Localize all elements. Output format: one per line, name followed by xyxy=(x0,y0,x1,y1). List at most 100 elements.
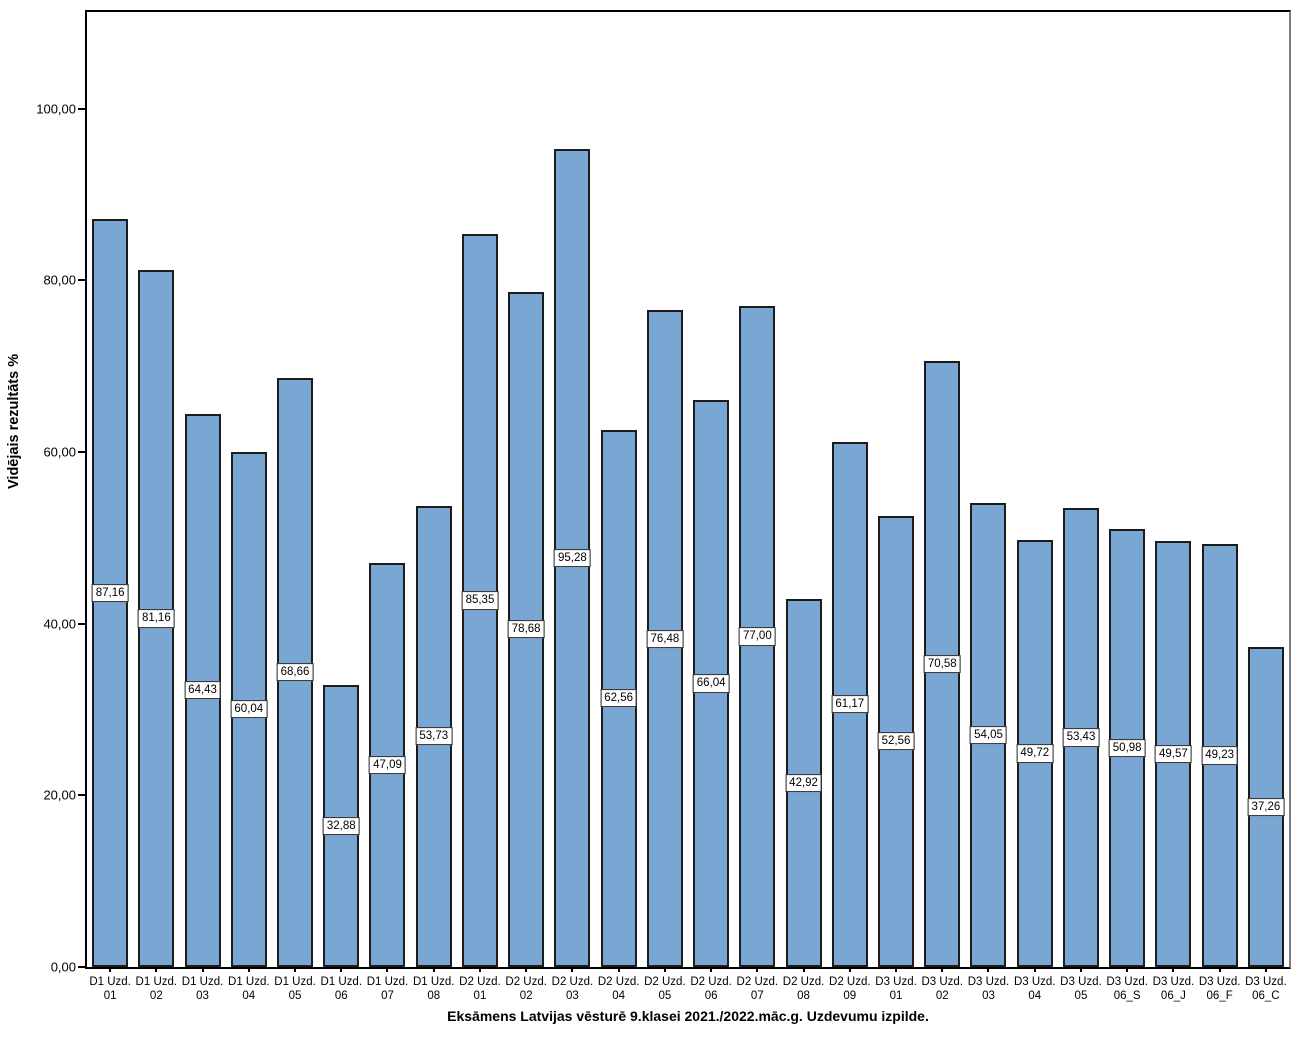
bar-value-label: 61,17 xyxy=(831,695,869,714)
bar-value-label: 54,05 xyxy=(970,725,1007,745)
x-tick-mark xyxy=(1172,967,1175,972)
bar-value-label: 64,43 xyxy=(184,681,221,700)
x-category-label-line2: 04 xyxy=(612,990,626,1003)
x-category-label-line1: D2 Uzd. xyxy=(505,976,547,988)
x-category-label-line1: D3 Uzd. xyxy=(1198,976,1241,988)
x-category-label-line2: 03 xyxy=(196,990,209,1003)
bar-value-label: 53,73 xyxy=(415,727,453,746)
x-category-label-line1: D1 Uzd. xyxy=(135,976,178,988)
x-tick-mark xyxy=(617,967,620,972)
x-category-label: D2 Uzd. 06 xyxy=(690,975,732,1004)
y-tick-label: 80,00 xyxy=(43,272,76,288)
y-tick-mark xyxy=(78,107,85,110)
bar-slot: 50,98 D3 Uzd. 06_S xyxy=(1104,12,1150,1002)
bar-slot: 70,58 D3 Uzd. 02 xyxy=(919,12,965,1002)
x-tick-mark xyxy=(1264,967,1267,972)
x-category-label-line2: 03 xyxy=(982,990,995,1003)
x-category-label: D3 Uzd. 06_J xyxy=(1153,975,1195,1004)
x-tick-mark xyxy=(247,967,250,972)
bar-value-label: 85,35 xyxy=(461,591,499,610)
bar-slot: 49,72 D3 Uzd. 04 xyxy=(1012,12,1058,1002)
bar-slot: 54,05 D3 Uzd. 03 xyxy=(965,12,1011,1002)
x-category-label-line2: 05 xyxy=(288,990,302,1003)
x-category-label: D1 Uzd. 06 xyxy=(320,975,362,1004)
x-tick-mark xyxy=(340,967,343,972)
x-category-label: D1 Uzd. 03 xyxy=(182,975,224,1004)
x-category-label: D1 Uzd. 08 xyxy=(413,975,455,1004)
bar-slot: 76,48 D2 Uzd. 05 xyxy=(642,12,688,1002)
x-category-label-line2: 08 xyxy=(797,990,810,1003)
x-category-label: D2 Uzd. 04 xyxy=(598,975,640,1004)
x-category-label: D1 Uzd. 07 xyxy=(367,975,409,1004)
y-tick-label: 40,00 xyxy=(43,616,76,632)
x-tick-mark xyxy=(478,967,481,972)
y-tick-label: 100,00 xyxy=(36,101,76,117)
bar-slot: 85,35 D2 Uzd. 01 xyxy=(457,12,503,1002)
x-tick-mark xyxy=(710,967,713,972)
bar-value-label: 52,56 xyxy=(877,732,915,751)
x-category-label-line1: D3 Uzd. xyxy=(921,976,964,988)
bar-value-label: 77,00 xyxy=(738,627,776,646)
bar-slot: 53,73 D1 Uzd. 08 xyxy=(411,12,457,1002)
bar-value-label: 49,57 xyxy=(1155,745,1192,764)
x-category-label-line2: 02 xyxy=(519,990,533,1003)
x-category-label-line1: D3 Uzd. xyxy=(1013,976,1056,988)
bar-value-label: 50,98 xyxy=(1108,739,1146,758)
bar-value-label: 66,04 xyxy=(692,674,730,693)
y-tick-mark xyxy=(78,279,85,282)
bar-slot: 61,17 D2 Uzd. 09 xyxy=(827,12,873,1002)
x-category-label-line2: 06 xyxy=(334,990,348,1003)
y-tick-mark xyxy=(78,966,85,968)
bar-value-label: 87,16 xyxy=(91,583,129,603)
x-category-label-line1: D1 Uzd. xyxy=(366,976,409,988)
x-axis-title: Eksāmens Latvijas vēsturē 9.klasei 2021.… xyxy=(447,1008,929,1024)
bar-value-label: 53,43 xyxy=(1062,728,1100,747)
x-category-label-line2: 06 xyxy=(704,990,718,1003)
y-tick-label: 20,00 xyxy=(43,787,76,803)
x-tick-mark xyxy=(848,967,851,972)
bar-slot: 87,16 D1 Uzd. 01 xyxy=(87,12,133,1002)
x-category-label-line1: D1 Uzd. xyxy=(320,976,363,988)
x-category-label-line1: D2 Uzd. xyxy=(551,976,594,988)
bar-slot: 81,16 D1 Uzd. 02 xyxy=(133,12,179,1002)
y-tick-label: 0,00 xyxy=(50,959,76,975)
x-category-label: D3 Uzd. 04 xyxy=(1014,975,1056,1004)
x-category-label-line2: 05 xyxy=(1074,990,1088,1003)
x-category-label-line1: D3 Uzd. xyxy=(967,976,1010,988)
x-tick-mark xyxy=(294,967,297,972)
bar-value-label: 70,58 xyxy=(923,654,961,674)
x-tick-mark xyxy=(941,967,944,972)
x-tick-mark xyxy=(1079,967,1082,972)
bar-value-label: 32,88 xyxy=(322,816,360,835)
bar-value-label: 42,92 xyxy=(785,773,822,792)
x-category-label: D3 Uzd. 03 xyxy=(968,975,1010,1004)
x-tick-mark xyxy=(1218,967,1221,972)
x-tick-mark xyxy=(432,967,435,972)
x-category-label-line1: D1 Uzd. xyxy=(412,976,455,988)
x-tick-mark xyxy=(987,967,990,972)
x-category-label-line1: D2 Uzd. xyxy=(690,976,732,988)
plot-area: 0,00 20,00 40,00 60,00 80,00 100,00 87,16 D1 U… xyxy=(36,10,1291,1002)
bar-slot: 53,43 D3 Uzd. 05 xyxy=(1058,12,1104,1002)
x-category-label-line1: D3 Uzd. xyxy=(1152,976,1195,988)
bar-slot: 52,56 D3 Uzd. 01 xyxy=(873,12,919,1002)
x-category-label-line1: D1 Uzd. xyxy=(181,976,224,988)
x-tick-mark xyxy=(1126,967,1129,972)
bar-value-label: 37,26 xyxy=(1247,797,1285,817)
bar-slot: 42,92 D2 Uzd. 08 xyxy=(780,12,826,1002)
x-tick-mark xyxy=(571,967,574,972)
x-category-label-line1: D3 Uzd. xyxy=(1060,976,1102,988)
x-category-label-line1: D3 Uzd. xyxy=(1245,976,1287,988)
x-tick-mark xyxy=(756,967,759,972)
x-tick-mark xyxy=(1033,967,1036,972)
bar-slot: 64,43 D1 Uzd. 03 xyxy=(179,12,225,1002)
x-category-label-line2: 01 xyxy=(889,990,903,1003)
x-category-label: D3 Uzd. 05 xyxy=(1060,975,1102,1004)
bar-value-label: 60,04 xyxy=(230,700,268,719)
bar-value-label: 68,66 xyxy=(276,663,314,682)
bar-value-label: 49,72 xyxy=(1016,744,1054,763)
x-category-label-line1: D2 Uzd. xyxy=(459,976,501,988)
bar-slot: 95,28 D2 Uzd. 03 xyxy=(549,12,595,1002)
x-tick-mark xyxy=(155,967,158,972)
